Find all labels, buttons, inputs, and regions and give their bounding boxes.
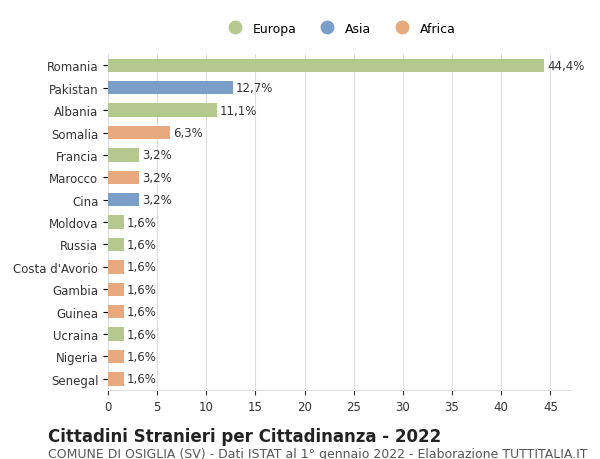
Text: 1,6%: 1,6% bbox=[127, 261, 157, 274]
Text: 1,6%: 1,6% bbox=[127, 216, 157, 229]
Bar bbox=[108, 238, 124, 252]
Bar bbox=[108, 194, 139, 207]
Text: 1,6%: 1,6% bbox=[127, 239, 157, 252]
Text: 1,6%: 1,6% bbox=[127, 373, 157, 386]
Text: 1,6%: 1,6% bbox=[127, 328, 157, 341]
Bar bbox=[108, 372, 124, 386]
Bar bbox=[108, 261, 124, 274]
Text: COMUNE DI OSIGLIA (SV) - Dati ISTAT al 1° gennaio 2022 - Elaborazione TUTTITALIA: COMUNE DI OSIGLIA (SV) - Dati ISTAT al 1… bbox=[48, 448, 587, 459]
Bar bbox=[108, 149, 139, 162]
Text: 44,4%: 44,4% bbox=[547, 60, 585, 73]
Bar bbox=[108, 216, 124, 230]
Bar bbox=[108, 350, 124, 364]
Text: 1,6%: 1,6% bbox=[127, 306, 157, 319]
Bar bbox=[108, 328, 124, 341]
Text: 1,6%: 1,6% bbox=[127, 283, 157, 296]
Bar bbox=[108, 82, 233, 95]
Text: 3,2%: 3,2% bbox=[142, 149, 172, 162]
Bar bbox=[108, 305, 124, 319]
Text: Cittadini Stranieri per Cittadinanza - 2022: Cittadini Stranieri per Cittadinanza - 2… bbox=[48, 427, 441, 445]
Text: 6,3%: 6,3% bbox=[173, 127, 203, 140]
Text: 3,2%: 3,2% bbox=[142, 172, 172, 185]
Bar bbox=[108, 60, 544, 73]
Text: 12,7%: 12,7% bbox=[236, 82, 273, 95]
Text: 11,1%: 11,1% bbox=[220, 105, 257, 118]
Bar bbox=[108, 104, 217, 118]
Bar bbox=[108, 283, 124, 297]
Text: 3,2%: 3,2% bbox=[142, 194, 172, 207]
Bar bbox=[108, 171, 139, 185]
Legend: Europa, Asia, Africa: Europa, Asia, Africa bbox=[217, 18, 461, 41]
Text: 1,6%: 1,6% bbox=[127, 350, 157, 363]
Bar bbox=[108, 127, 170, 140]
